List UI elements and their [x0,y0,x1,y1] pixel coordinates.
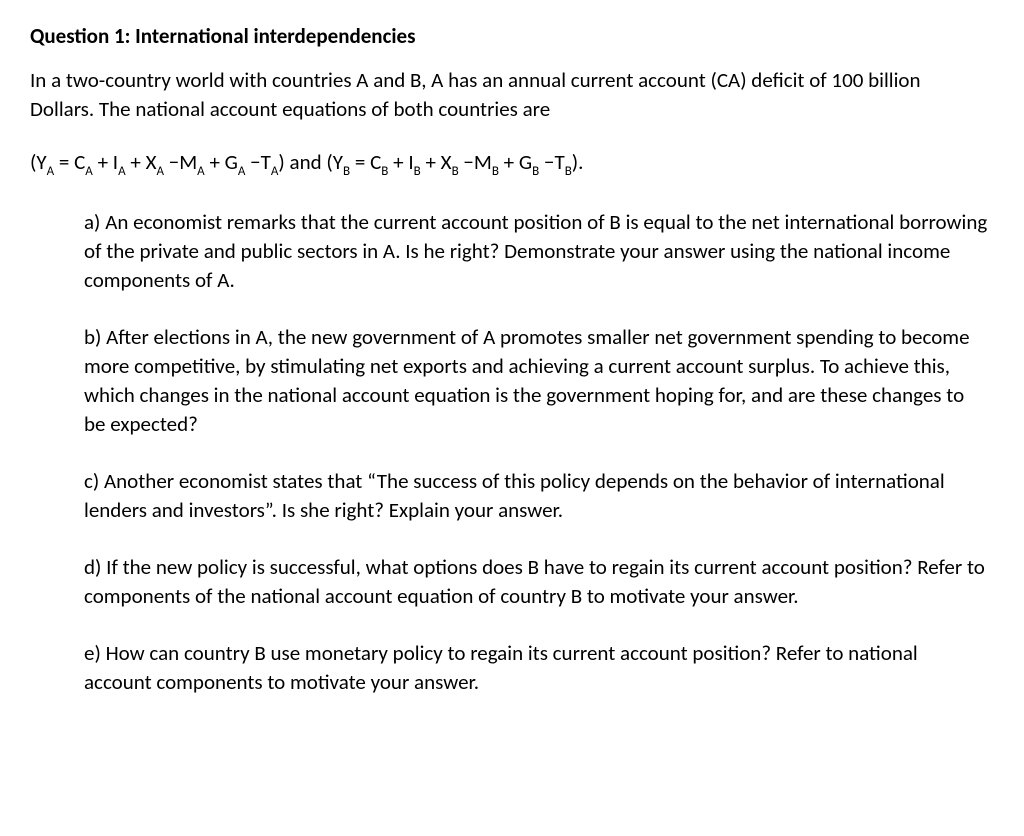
part-a: a) An economist remarks that the current… [84,208,988,295]
eq-token: + I [93,149,118,175]
eq-subscript: B [492,164,499,179]
part-b: b) After elections in A, the new governm… [84,323,988,439]
part-text: If the new policy is successful, what op… [84,554,985,609]
eq-subscript: A [47,164,55,179]
eq-subscript: A [238,164,246,179]
part-letter: b) [84,324,106,350]
intro-paragraph: In a two-country world with countries A … [30,66,988,124]
eq-token: + G [205,149,238,175]
eq-token: −M [164,149,197,175]
part-letter: a) [84,209,105,235]
eq-token: −T [539,149,564,175]
eq-token: −T [245,149,270,175]
parts-list: a) An economist remarks that the current… [30,208,988,697]
part-letter: e) [84,640,106,666]
equation-line: (YA = CA + IA + XA −MA + GA −TA) and (YB… [30,148,988,180]
question-title: Question 1: International interdependenc… [30,22,988,50]
eq-and: and [285,149,327,175]
part-text: After elections in A, the new government… [84,324,970,437]
eq-subscript: B [381,164,388,179]
eq-subscript: B [414,164,421,179]
eq-token: + G [499,149,532,175]
eq-token: (Y [30,149,47,175]
part-letter: c) [84,468,104,494]
eq-token: −M [459,149,492,175]
eq-token: = C [54,149,85,175]
eq-subscript: A [156,164,164,179]
eq-subscript: A [85,164,93,179]
eq-token: + X [126,149,157,175]
eq-token: (Y [326,149,343,175]
eq-token: = C [350,149,381,175]
part-text: An economist remarks that the current ac… [84,209,987,293]
part-d: d) If the new policy is successful, what… [84,553,988,611]
part-text: Another economist states that “The succe… [84,468,945,523]
eq-token: ). [572,149,584,175]
eq-token: + I [388,149,413,175]
eq-subscript: B [565,164,572,179]
part-text: How can country B use monetary policy to… [84,640,918,695]
eq-subscript: A [118,164,126,179]
eq-subscript: B [532,164,539,179]
eq-subscript: A [197,164,205,179]
eq-subscript: A [271,164,279,179]
part-c: c) Another economist states that “The su… [84,467,988,525]
document-page: Question 1: International interdependenc… [0,0,1024,747]
part-e: e) How can country B use monetary policy… [84,639,988,697]
eq-subscript: B [452,164,459,179]
part-letter: d) [84,554,106,580]
eq-subscript: B [343,164,350,179]
eq-token: + X [421,149,452,175]
